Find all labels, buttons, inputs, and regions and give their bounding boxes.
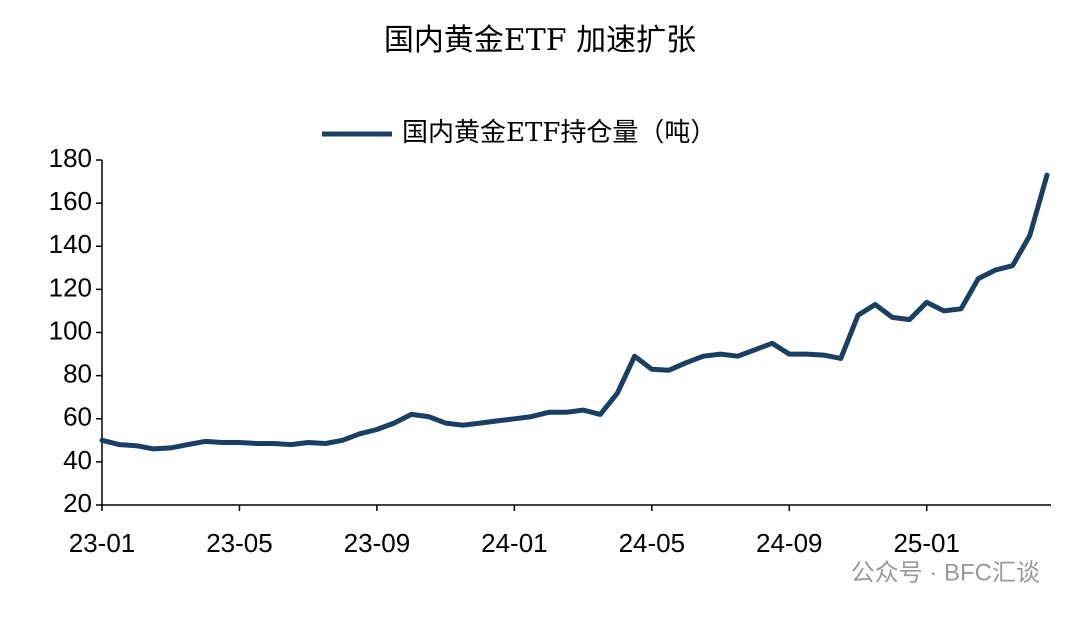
chart-title: 国内黄金ETF 加速扩张 (384, 23, 696, 58)
y-tick-label: 180 (49, 143, 92, 173)
watermark: 公众号 · BFC汇谈 (851, 559, 1040, 586)
y-tick-label: 80 (63, 359, 92, 389)
x-tick-label: 24-09 (756, 528, 823, 558)
x-tick-label: 24-01 (481, 528, 548, 558)
legend-label: 国内黄金ETF持仓量（吨） (402, 118, 716, 148)
x-tick-label: 23-05 (206, 528, 273, 558)
x-tick-label: 25-01 (893, 528, 960, 558)
y-tick-label: 100 (49, 315, 92, 345)
y-tick-label: 120 (49, 272, 92, 302)
x-tick-label: 23-09 (344, 528, 411, 558)
series-line (99, 172, 1050, 452)
y-tick-label: 140 (49, 229, 92, 259)
y-tick-label: 20 (63, 488, 92, 518)
x-tick-label: 24-05 (619, 528, 686, 558)
x-tick-label: 23-01 (69, 528, 136, 558)
y-tick-label: 40 (63, 445, 92, 475)
y-tick-label: 60 (63, 402, 92, 432)
y-tick-label: 160 (49, 186, 92, 216)
